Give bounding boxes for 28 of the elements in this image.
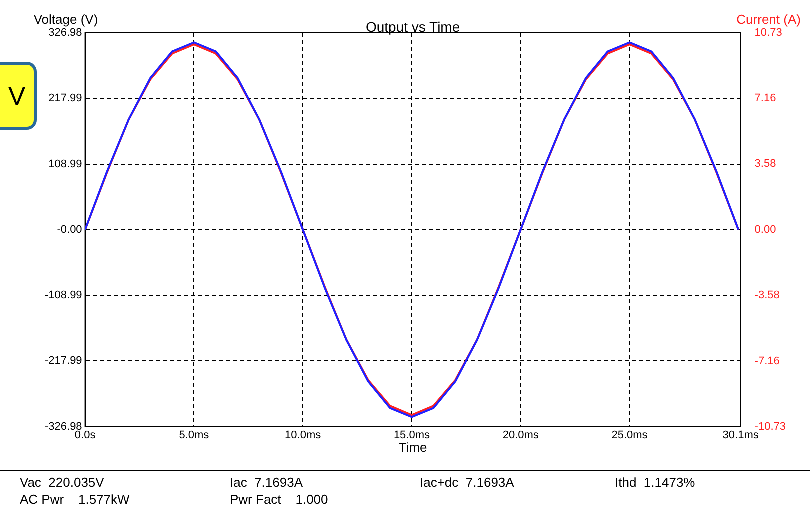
x-tick-label: 5.0ms bbox=[179, 429, 210, 442]
y-tick-label: -108.99 bbox=[44, 290, 82, 302]
text: Pwr Fact 1.000 bbox=[230, 491, 330, 508]
chart-title: Output vs Time bbox=[366, 18, 460, 35]
y-tick-label: -0.00 bbox=[57, 224, 82, 236]
text: Ithd 1.1473% bbox=[615, 474, 696, 491]
text: AC Pwr 1.577kW bbox=[20, 491, 131, 508]
y2-tick-label: 0.00 bbox=[754, 224, 776, 236]
x-tick-label: 15.0ms bbox=[394, 429, 431, 442]
y-tick-label: 326.98 bbox=[48, 27, 82, 40]
y2-axis-title: Current (A) bbox=[736, 12, 801, 28]
x-tick-label: 20.0ms bbox=[502, 429, 540, 442]
y2-tick-label: 3.58 bbox=[754, 158, 776, 170]
x-tick-label: 25.0ms bbox=[612, 429, 648, 442]
y2-tick-label: 7.16 bbox=[754, 92, 776, 105]
y-tick-label: 108.99 bbox=[48, 158, 82, 170]
x-tick-label: 0.0s bbox=[74, 429, 96, 442]
text: Iac 7.1693A bbox=[230, 474, 304, 491]
y-axis-title: Voltage (V) bbox=[34, 12, 98, 28]
y-tick-label: 217.99 bbox=[48, 92, 82, 105]
x-axis-title: Time bbox=[398, 440, 428, 455]
x-tick-label: 10.0ms bbox=[285, 429, 322, 442]
text: Iac+dc 7.1693A bbox=[420, 474, 516, 491]
y2-tick-label: -7.16 bbox=[754, 355, 780, 368]
text: Vac 220.035V bbox=[20, 474, 106, 491]
y2-tick-label: -3.58 bbox=[754, 290, 780, 302]
y-tick-label: -217.99 bbox=[44, 355, 82, 368]
y2-tick-label: 10.73 bbox=[754, 27, 782, 40]
